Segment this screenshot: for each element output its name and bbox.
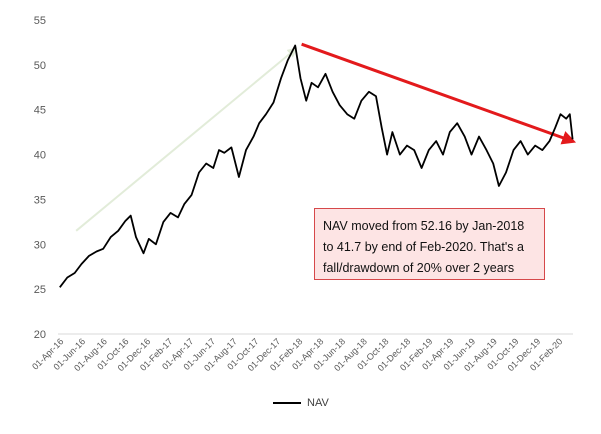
y-axis: 20 25 30 35 40 45 50 55 [34, 15, 46, 341]
y-tick-label-50: 50 [34, 60, 46, 72]
legend: NAV [273, 397, 329, 409]
legend-label-nav: NAV [307, 397, 329, 409]
rise-arrow [75, 47, 298, 232]
y-tick-label-25: 25 [34, 284, 46, 296]
drawdown-arrow [301, 42, 577, 145]
y-tick-label-55: 55 [34, 15, 46, 27]
y-tick-label-30: 30 [34, 239, 46, 251]
legend-swatch-nav [273, 402, 301, 404]
annotation-box: NAV moved from 52.16 by Jan-2018 to 41.7… [314, 208, 545, 280]
series-line-nav [59, 44, 574, 288]
annotation-text: NAV moved from 52.16 by Jan-2018 to 41.7… [323, 219, 525, 275]
y-tick-label-35: 35 [34, 194, 46, 206]
y-tick-label-45: 45 [34, 105, 46, 117]
series-layer [59, 44, 574, 288]
y-tick-label-40: 40 [34, 150, 46, 162]
x-axis: 01-Apr-1601-Jun-1601-Aug-1601-Oct-1601-D… [30, 333, 573, 373]
y-tick-label-20: 20 [34, 329, 46, 341]
arrow-layer [75, 42, 577, 232]
